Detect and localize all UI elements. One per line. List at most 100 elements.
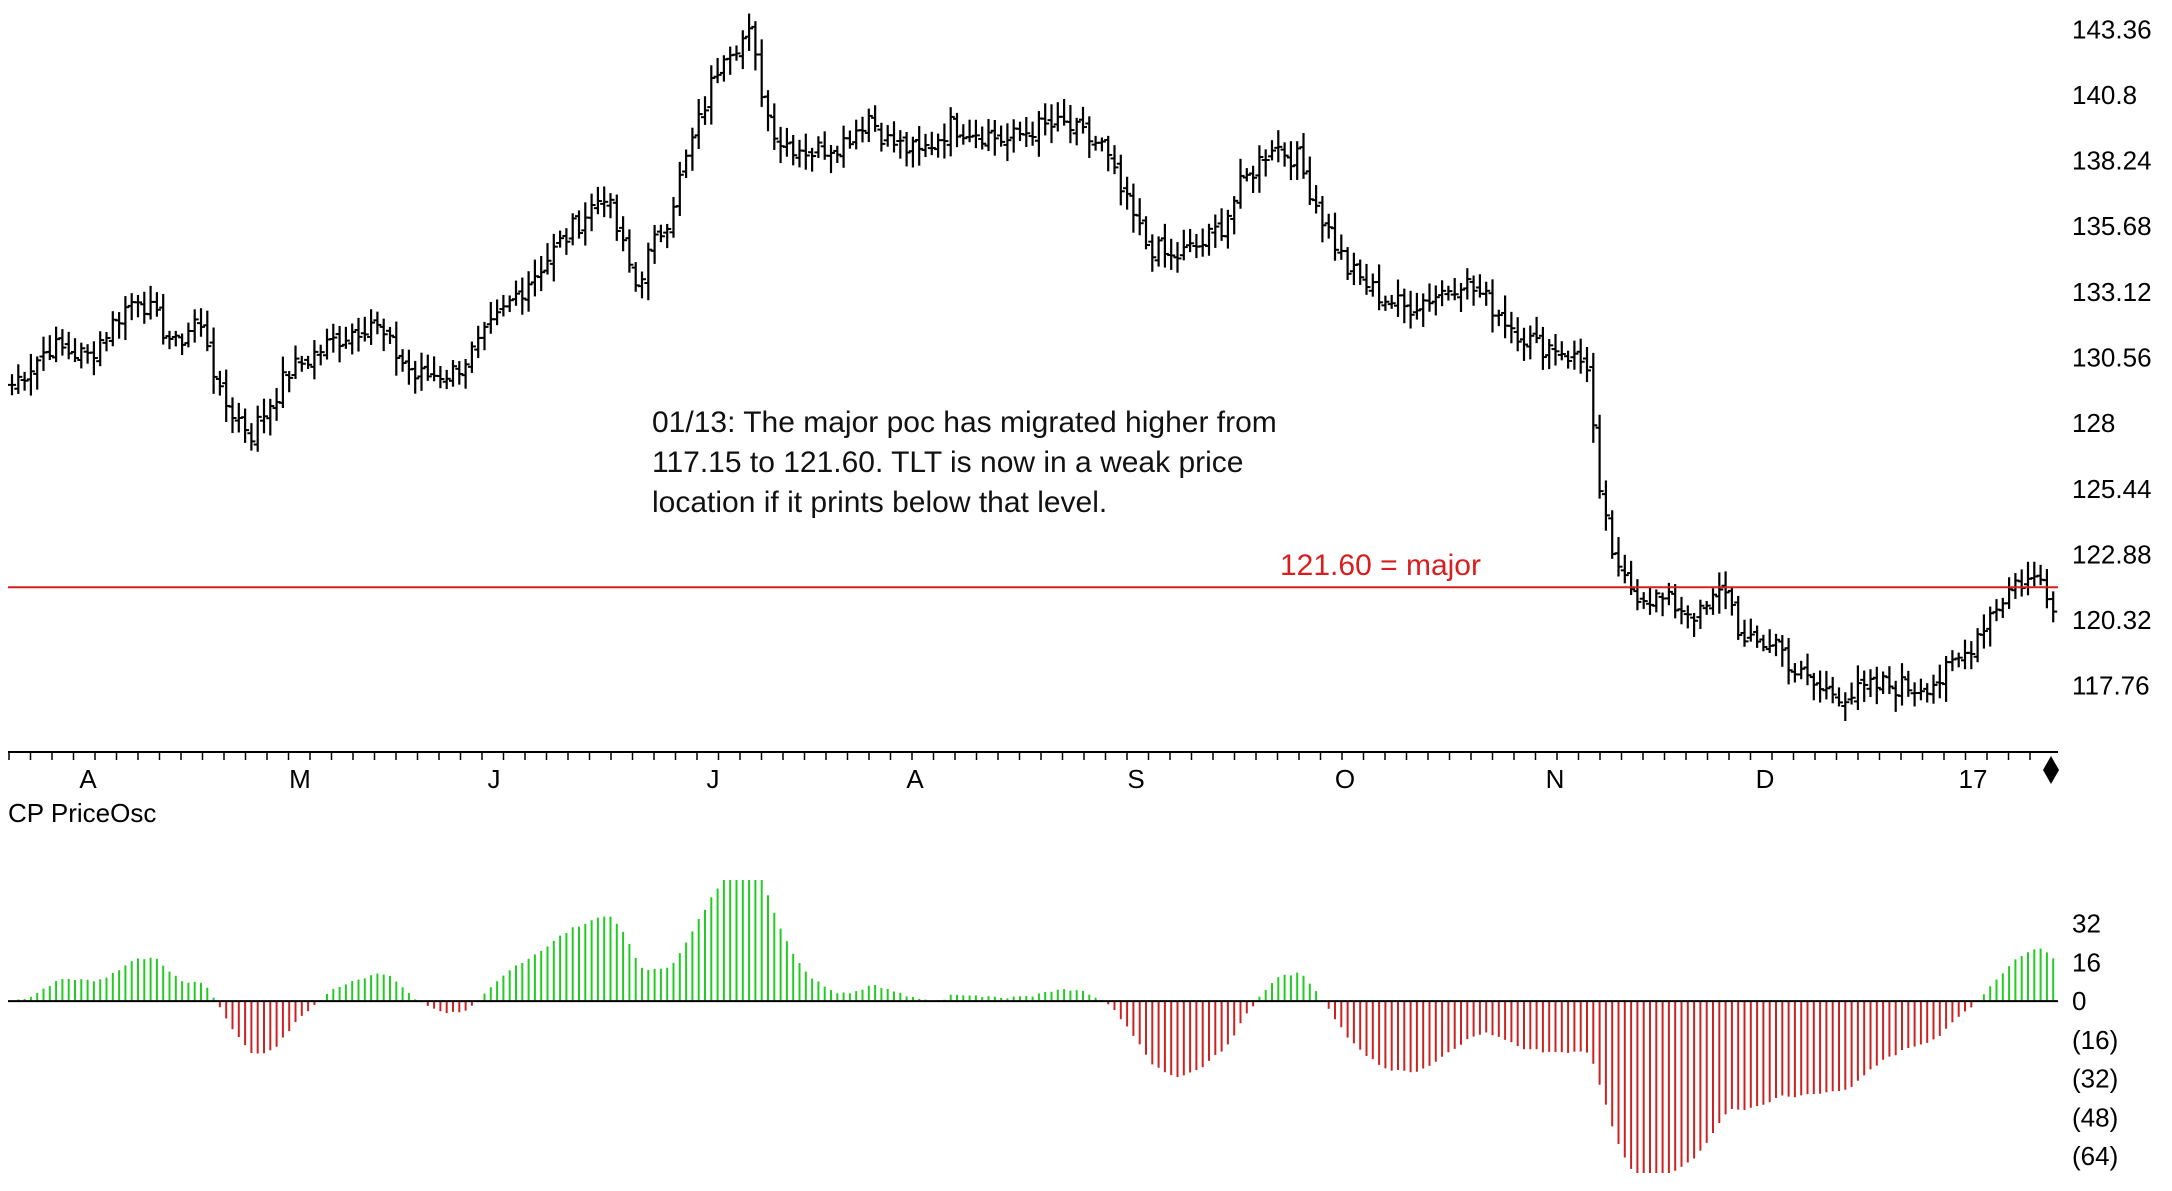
price-bar bbox=[1910, 682, 1919, 707]
price-bar bbox=[260, 398, 268, 434]
price-bar bbox=[1576, 338, 1585, 374]
price-bar bbox=[58, 329, 67, 356]
price-bar bbox=[442, 369, 451, 390]
price-bar bbox=[1935, 664, 1944, 699]
price-bar bbox=[959, 124, 968, 145]
price-bar bbox=[1784, 638, 1793, 685]
price-bar bbox=[1022, 117, 1031, 148]
x-month-label: O bbox=[1335, 764, 1355, 794]
price-bar bbox=[209, 327, 218, 394]
price-bar bbox=[1507, 311, 1516, 344]
price-bar bbox=[1772, 633, 1780, 657]
price-bar bbox=[1154, 236, 1163, 267]
price-bar bbox=[1727, 586, 1736, 616]
price-bar bbox=[543, 243, 552, 275]
price-bar bbox=[1595, 414, 1604, 499]
price-bar bbox=[1488, 279, 1497, 333]
price-bar bbox=[562, 228, 571, 255]
price-bar bbox=[871, 105, 880, 132]
price-bar bbox=[1639, 592, 1648, 609]
oscillator-bars bbox=[8, 880, 2058, 1173]
annotation-line: location if it prints below that level. bbox=[652, 486, 1107, 519]
price-bar bbox=[1828, 676, 1837, 704]
price-bar bbox=[764, 90, 772, 132]
price-bar bbox=[152, 292, 161, 317]
price-bar bbox=[1961, 639, 1969, 670]
price-bar bbox=[1123, 176, 1132, 210]
price-bar bbox=[1444, 285, 1453, 301]
price-bar bbox=[1765, 629, 1774, 653]
price-bar bbox=[1236, 158, 1245, 209]
x-axis: A M J J A S O N D 17 bbox=[8, 751, 2059, 794]
price-bar bbox=[1274, 130, 1283, 163]
price-bar bbox=[1135, 198, 1144, 236]
price-bar bbox=[1501, 295, 1510, 339]
price-bar bbox=[940, 123, 949, 159]
price-bar bbox=[1683, 605, 1692, 629]
price-bar bbox=[638, 271, 646, 299]
price-bar bbox=[108, 311, 117, 347]
price-bar bbox=[83, 344, 92, 364]
oscillator-tick-label: 16 bbox=[2072, 947, 2101, 977]
price-bar bbox=[341, 326, 350, 349]
price-bar bbox=[1186, 228, 1195, 253]
price-tick-label: 117.76 bbox=[2072, 671, 2150, 701]
price-bar bbox=[423, 354, 432, 381]
price-bar bbox=[745, 13, 754, 51]
price-bar bbox=[814, 136, 823, 158]
price-bar bbox=[1041, 103, 1050, 136]
price-bar bbox=[600, 186, 609, 218]
price-bar bbox=[115, 312, 124, 339]
price-y-axis: 143.36 140.8 138.24 135.68 133.12 130.56 128 12… bbox=[2072, 14, 2152, 700]
x-month-label: A bbox=[906, 764, 924, 794]
price-bar bbox=[997, 125, 1006, 147]
price-bar bbox=[1110, 145, 1119, 175]
price-bar bbox=[858, 116, 867, 143]
price-bar bbox=[1671, 584, 1680, 619]
price-bar bbox=[1261, 149, 1270, 177]
price-bar bbox=[505, 295, 514, 313]
price-bar bbox=[1406, 290, 1415, 329]
price-bar bbox=[701, 96, 709, 125]
oscillator-tick-label: 0 bbox=[2072, 986, 2086, 1016]
price-bar bbox=[1570, 340, 1579, 370]
price-bar bbox=[1469, 275, 1478, 306]
price-bar bbox=[1898, 663, 1906, 706]
price-bar bbox=[927, 131, 936, 156]
oscillator-tick-label: (48) bbox=[2072, 1102, 2118, 1132]
price-bar bbox=[1173, 242, 1182, 273]
price-bar bbox=[1954, 652, 1963, 668]
price-bar bbox=[1583, 346, 1591, 383]
price-bar bbox=[304, 355, 313, 369]
price-bar bbox=[253, 405, 262, 452]
annotation-line: 117.15 to 121.60. TLT is now in a weak p… bbox=[652, 446, 1243, 479]
price-bar bbox=[297, 355, 306, 372]
price-bar bbox=[644, 242, 653, 301]
price-bar bbox=[203, 310, 212, 352]
price-bar bbox=[556, 230, 565, 248]
price-bar bbox=[247, 423, 256, 451]
price-tick-label: 120.32 bbox=[2072, 605, 2152, 635]
price-bar bbox=[1986, 606, 1995, 647]
price-bar bbox=[1457, 282, 1465, 312]
price-bar bbox=[1778, 635, 1787, 667]
price-bar bbox=[222, 369, 231, 423]
price-bar bbox=[1494, 309, 1503, 327]
price-tick-label: 135.68 bbox=[2072, 211, 2152, 241]
price-bar bbox=[316, 344, 325, 366]
price-bar bbox=[1715, 572, 1724, 614]
price-bar bbox=[467, 341, 476, 373]
oscillator-title: CP PriceOsc bbox=[8, 798, 156, 828]
price-bar bbox=[1305, 156, 1314, 206]
price-bar bbox=[1860, 670, 1869, 702]
price-bar bbox=[2042, 569, 2051, 609]
price-bar bbox=[1381, 295, 1390, 311]
price-bar bbox=[1129, 183, 1138, 233]
price-bar bbox=[1677, 596, 1686, 625]
price-bar bbox=[1375, 264, 1384, 311]
price-bar bbox=[1066, 104, 1075, 144]
price-bar bbox=[707, 65, 716, 125]
price-bar bbox=[102, 332, 111, 352]
price-bar bbox=[285, 371, 294, 393]
price-bar bbox=[934, 133, 943, 158]
